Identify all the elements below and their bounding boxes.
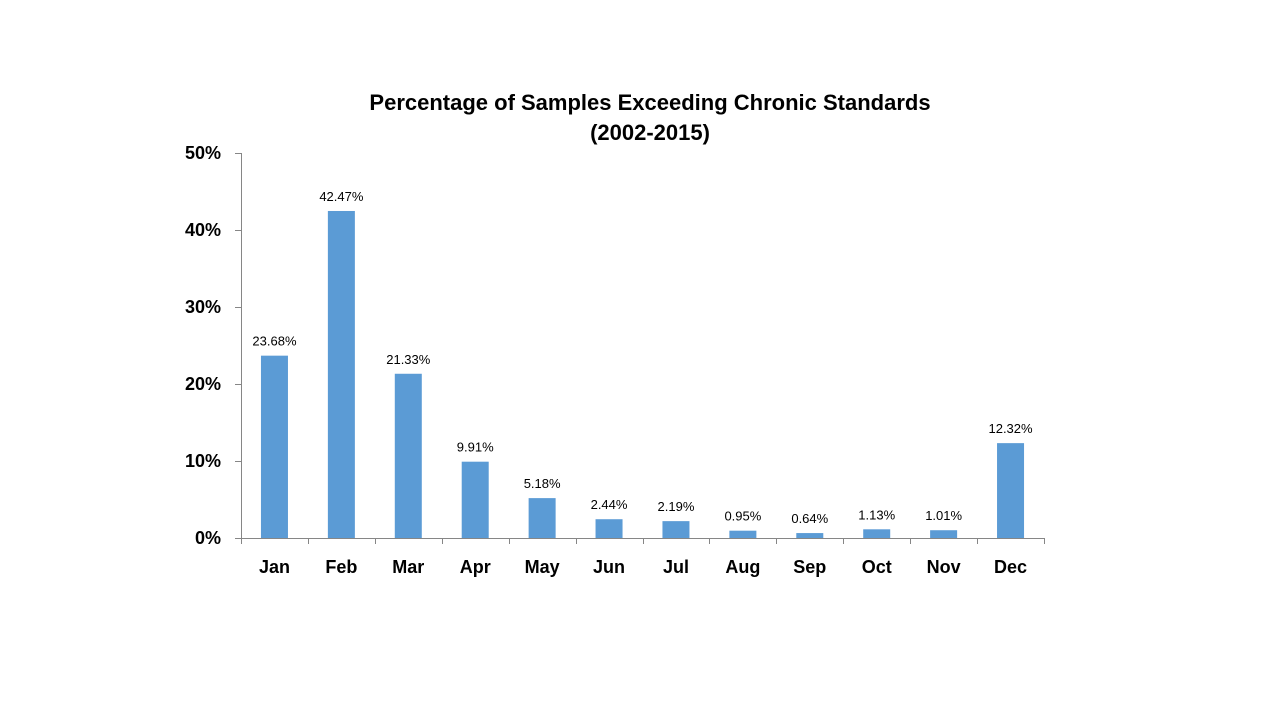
data-label: 1.01%: [925, 508, 962, 523]
bar: [729, 530, 757, 538]
bar: [997, 443, 1025, 538]
data-label: 23.68%: [252, 334, 297, 349]
bar: [461, 461, 489, 538]
bar: [595, 519, 623, 538]
x-tick-label: Dec: [994, 557, 1027, 577]
data-label: 1.13%: [858, 507, 895, 522]
bar: [260, 355, 288, 538]
data-label: 9.91%: [457, 440, 494, 455]
x-tick-label: May: [525, 557, 560, 577]
chart-title-line-2: (2002-2015): [590, 120, 710, 145]
x-tick-label: Feb: [325, 557, 357, 577]
data-label: 5.18%: [524, 476, 561, 491]
chart-title-line-1: Percentage of Samples Exceeding Chronic …: [369, 90, 931, 115]
bar: [528, 498, 556, 538]
bar: [662, 521, 690, 538]
x-tick-label: Nov: [927, 557, 961, 577]
x-tick-label: Jan: [259, 557, 290, 577]
y-tick-label: 30%: [185, 297, 221, 317]
x-tick-label: Jul: [663, 557, 689, 577]
x-tick-label: Jun: [593, 557, 625, 577]
y-tick-label: 40%: [185, 220, 221, 240]
y-tick-label: 50%: [185, 143, 221, 163]
data-label: 21.33%: [386, 352, 431, 367]
y-tick-label: 0%: [195, 528, 221, 548]
x-tick-label: Sep: [793, 557, 826, 577]
bar: [394, 373, 422, 538]
bar: [863, 529, 891, 538]
bar: [327, 210, 355, 538]
x-tick-label: Mar: [392, 557, 424, 577]
data-label: 2.19%: [658, 499, 695, 514]
x-tick-label: Oct: [862, 557, 892, 577]
y-tick-label: 10%: [185, 451, 221, 471]
x-tick-label: Apr: [460, 557, 491, 577]
data-label: 12.32%: [988, 421, 1033, 436]
data-label: 0.64%: [791, 511, 828, 526]
y-tick-label: 20%: [185, 374, 221, 394]
bar: [930, 530, 958, 538]
data-label: 42.47%: [319, 189, 364, 204]
data-label: 0.95%: [724, 509, 761, 524]
bar: [796, 533, 824, 538]
data-label: 2.44%: [591, 497, 628, 512]
x-tick-label: Aug: [725, 557, 760, 577]
chart-title: Percentage of Samples Exceeding Chronic …: [250, 88, 1050, 148]
